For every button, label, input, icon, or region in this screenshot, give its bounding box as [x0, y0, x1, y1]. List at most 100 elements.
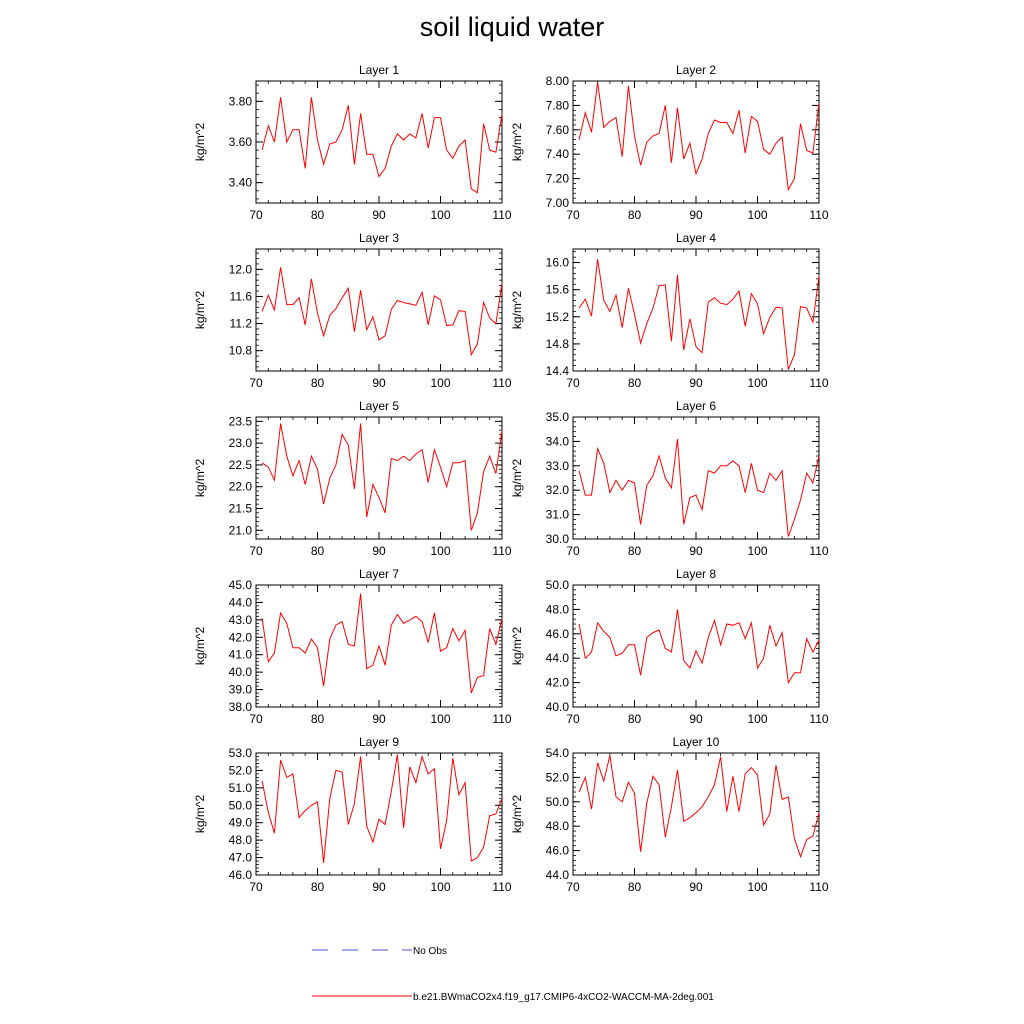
legend-no-obs-label: No Obs	[413, 946, 447, 957]
y-tick-label: 33.0	[546, 459, 570, 473]
y-tick-label: 3.80	[229, 94, 253, 108]
y-axis-label: kg/m^2	[510, 627, 524, 666]
y-axis-label: kg/m^2	[193, 459, 207, 498]
y-axis-label: kg/m^2	[193, 123, 207, 162]
x-tick-label: 110	[809, 208, 828, 222]
x-tick-label: 70	[249, 712, 263, 726]
y-tick-label: 46.0	[546, 844, 570, 858]
x-tick-label: 110	[492, 880, 511, 894]
x-tick-label: 90	[372, 712, 386, 726]
plot-frame	[572, 416, 820, 540]
y-tick-label: 48.0	[229, 833, 253, 847]
y-tick-label: 50.0	[546, 578, 570, 592]
y-tick-label: 12.0	[229, 262, 253, 276]
series-line	[578, 82, 820, 192]
panel-layer-4: Layer 4 kg/m^2 70 80 90 100 110 14.4 14.8 15.2 15.…	[510, 231, 829, 390]
y-axis-label: kg/m^2	[510, 459, 524, 498]
y-tick-label: 50.0	[546, 795, 570, 809]
y-axis-label: kg/m^2	[510, 795, 524, 834]
series-line	[261, 754, 503, 863]
x-tick-label: 90	[689, 880, 703, 894]
x-tick-label: 70	[249, 376, 263, 390]
panel-layer-10: Layer 10 kg/m^2 70 80 90 100 110 44.0 46.0 48.0 50…	[510, 735, 829, 894]
x-tick-label: 90	[689, 712, 703, 726]
series-line	[578, 438, 820, 537]
panel-title: Layer 9	[359, 735, 399, 749]
x-tick-label: 100	[430, 544, 450, 558]
x-tick-label: 70	[566, 544, 580, 558]
x-tick-label: 100	[747, 208, 767, 222]
y-axis-label: kg/m^2	[193, 627, 207, 666]
x-tick-label: 100	[747, 880, 767, 894]
series-line	[578, 259, 820, 370]
y-tick-label: 8.00	[546, 74, 570, 88]
series-line	[261, 593, 503, 694]
plot-frame	[572, 584, 820, 708]
y-tick-label: 51.0	[229, 781, 253, 795]
x-tick-label: 100	[430, 880, 450, 894]
y-tick-label: 52.0	[229, 763, 253, 777]
y-tick-label: 14.8	[546, 337, 570, 351]
x-tick-label: 100	[747, 376, 767, 390]
x-tick-label: 80	[628, 544, 642, 558]
y-tick-label: 7.80	[546, 98, 570, 112]
plot-frame	[255, 416, 503, 540]
panel-title: Layer 7	[359, 567, 399, 581]
y-axis-label: kg/m^2	[193, 291, 207, 330]
y-tick-label: 7.60	[546, 123, 570, 137]
x-tick-label: 100	[430, 208, 450, 222]
plot-frame	[572, 80, 820, 204]
y-tick-label: 11.6	[230, 289, 253, 303]
x-tick-label: 80	[628, 712, 642, 726]
y-tick-label: 42.0	[546, 676, 570, 690]
x-tick-label: 70	[566, 208, 580, 222]
panel-layer-7: Layer 7 kg/m^2 70 80 90 100 110 38.0 39.0 40.0 41.…	[193, 567, 512, 726]
y-tick-label: 15.2	[546, 310, 570, 324]
y-tick-label: 22.0	[229, 480, 253, 494]
y-tick-label: 53.0	[229, 746, 253, 760]
x-tick-label: 110	[492, 712, 511, 726]
y-axis-label: kg/m^2	[193, 795, 207, 834]
y-tick-label: 50.0	[229, 798, 253, 812]
x-tick-label: 90	[689, 208, 703, 222]
y-tick-label: 22.5	[229, 458, 253, 472]
x-tick-label: 70	[249, 208, 263, 222]
plot-frame	[572, 752, 820, 876]
x-tick-label: 110	[492, 208, 511, 222]
series-line	[578, 609, 820, 685]
panel-layer-6: Layer 6 kg/m^2 70 80 90 100 110 30.0 31.0 32.0 33.…	[510, 399, 829, 558]
y-tick-label: 40.0	[546, 700, 570, 714]
x-tick-label: 100	[747, 712, 767, 726]
x-tick-label: 80	[311, 712, 325, 726]
y-tick-label: 23.5	[229, 414, 253, 428]
y-axis-label: kg/m^2	[510, 123, 524, 162]
series-line	[261, 423, 503, 531]
page-title: soil liquid water	[419, 12, 605, 42]
panel-layer-2: Layer 2 kg/m^2 70 80 90 100 110 7.00 7.20 7.40 7.6…	[510, 63, 829, 222]
x-tick-label: 90	[372, 376, 386, 390]
x-tick-label: 110	[492, 544, 511, 558]
panel-title: Layer 10	[673, 735, 720, 749]
x-tick-label: 80	[628, 880, 642, 894]
y-tick-label: 23.0	[229, 436, 253, 450]
x-tick-label: 110	[809, 880, 828, 894]
y-tick-label: 7.20	[546, 172, 570, 186]
x-tick-label: 80	[628, 376, 642, 390]
y-tick-label: 35.0	[546, 410, 570, 424]
x-tick-label: 90	[689, 376, 703, 390]
panel-title: Layer 2	[676, 63, 716, 77]
x-tick-label: 100	[747, 544, 767, 558]
panel-layer-5: Layer 5 kg/m^2 70 80 90 100 110 21.0 21.5 22.0 22.…	[193, 399, 512, 558]
y-tick-label: 38.0	[229, 700, 253, 714]
x-tick-label: 90	[372, 208, 386, 222]
panel-title: Layer 1	[359, 63, 399, 77]
y-tick-label: 40.0	[229, 665, 253, 679]
plot-frame	[255, 752, 503, 876]
x-tick-label: 80	[311, 376, 325, 390]
x-tick-label: 70	[249, 544, 263, 558]
y-tick-label: 7.00	[546, 196, 570, 210]
x-tick-label: 90	[372, 544, 386, 558]
panel-title: Layer 6	[676, 399, 716, 413]
panel-layer-3: Layer 3 kg/m^2 70 80 90 100 110 10.8 11.2 11.6 12.…	[193, 231, 512, 390]
